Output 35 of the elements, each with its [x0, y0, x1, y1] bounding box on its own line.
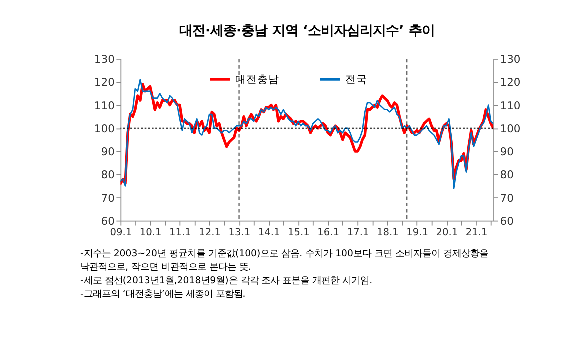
y-tick-label: 80: [101, 168, 116, 182]
y2-tick-label: 70: [500, 192, 514, 205]
y-tick-label: 130: [94, 53, 116, 66]
y2-tick-label: 80: [500, 168, 514, 182]
y2-tick-label: 60: [500, 214, 514, 228]
x-tick-label: 20.1: [436, 228, 458, 239]
x-tick-label: 18.1: [376, 228, 399, 239]
x-tick-label: 13.1: [228, 228, 251, 239]
x-tick-label: 10.1: [140, 228, 162, 239]
y-tick-label: 70: [101, 192, 116, 205]
y-tick-label: 120: [94, 76, 116, 90]
y-tick-label: 100: [94, 122, 116, 136]
text: -세로 점선(2013년1월,2018년9월)은 각각 조사 표본을 개편한 시기임.: [80, 275, 373, 286]
text: -그래프의 ‘대전충남’에는 세종이 포함됨.: [80, 288, 246, 300]
x-tick-label: 12.1: [199, 228, 221, 239]
x-tick-label: 16.1: [318, 228, 340, 239]
y2-tick-label: 90: [500, 146, 514, 159]
x-tick-label: 14.1: [258, 228, 280, 239]
y2-tick-label: 130: [500, 53, 521, 66]
legend-label: 전국: [346, 73, 368, 86]
y2-tick-label: 110: [500, 99, 521, 112]
x-tick-label: 17.1: [347, 228, 370, 239]
text: -지수는 2003~20년 평균치를 기준값(100)으로 삼음. 수치가 100보다 크면 소비자들이 경제상황을 낙관적으로, 작으면 비관적으로 본다는 뜻.: [80, 248, 488, 274]
x-tick-label: 09.1: [110, 228, 132, 239]
chart-title: 대전·세종·충남 지역 ‘소비자심리지수’ 추이: [179, 24, 435, 39]
y-tick-label: 110: [94, 99, 116, 112]
y2-tick-label: 120: [500, 76, 521, 90]
y-tick-label: 60: [101, 214, 116, 228]
legend-label: 대전충남: [236, 73, 280, 86]
x-tick-label: 15.1: [288, 228, 310, 239]
x-tick-label: 19.1: [406, 228, 428, 239]
y-tick-label: 90: [101, 146, 116, 159]
x-tick-label: 11.1: [169, 228, 192, 239]
x-tick-label: 21.1: [466, 228, 488, 239]
y2-tick-label: 100: [500, 122, 521, 136]
